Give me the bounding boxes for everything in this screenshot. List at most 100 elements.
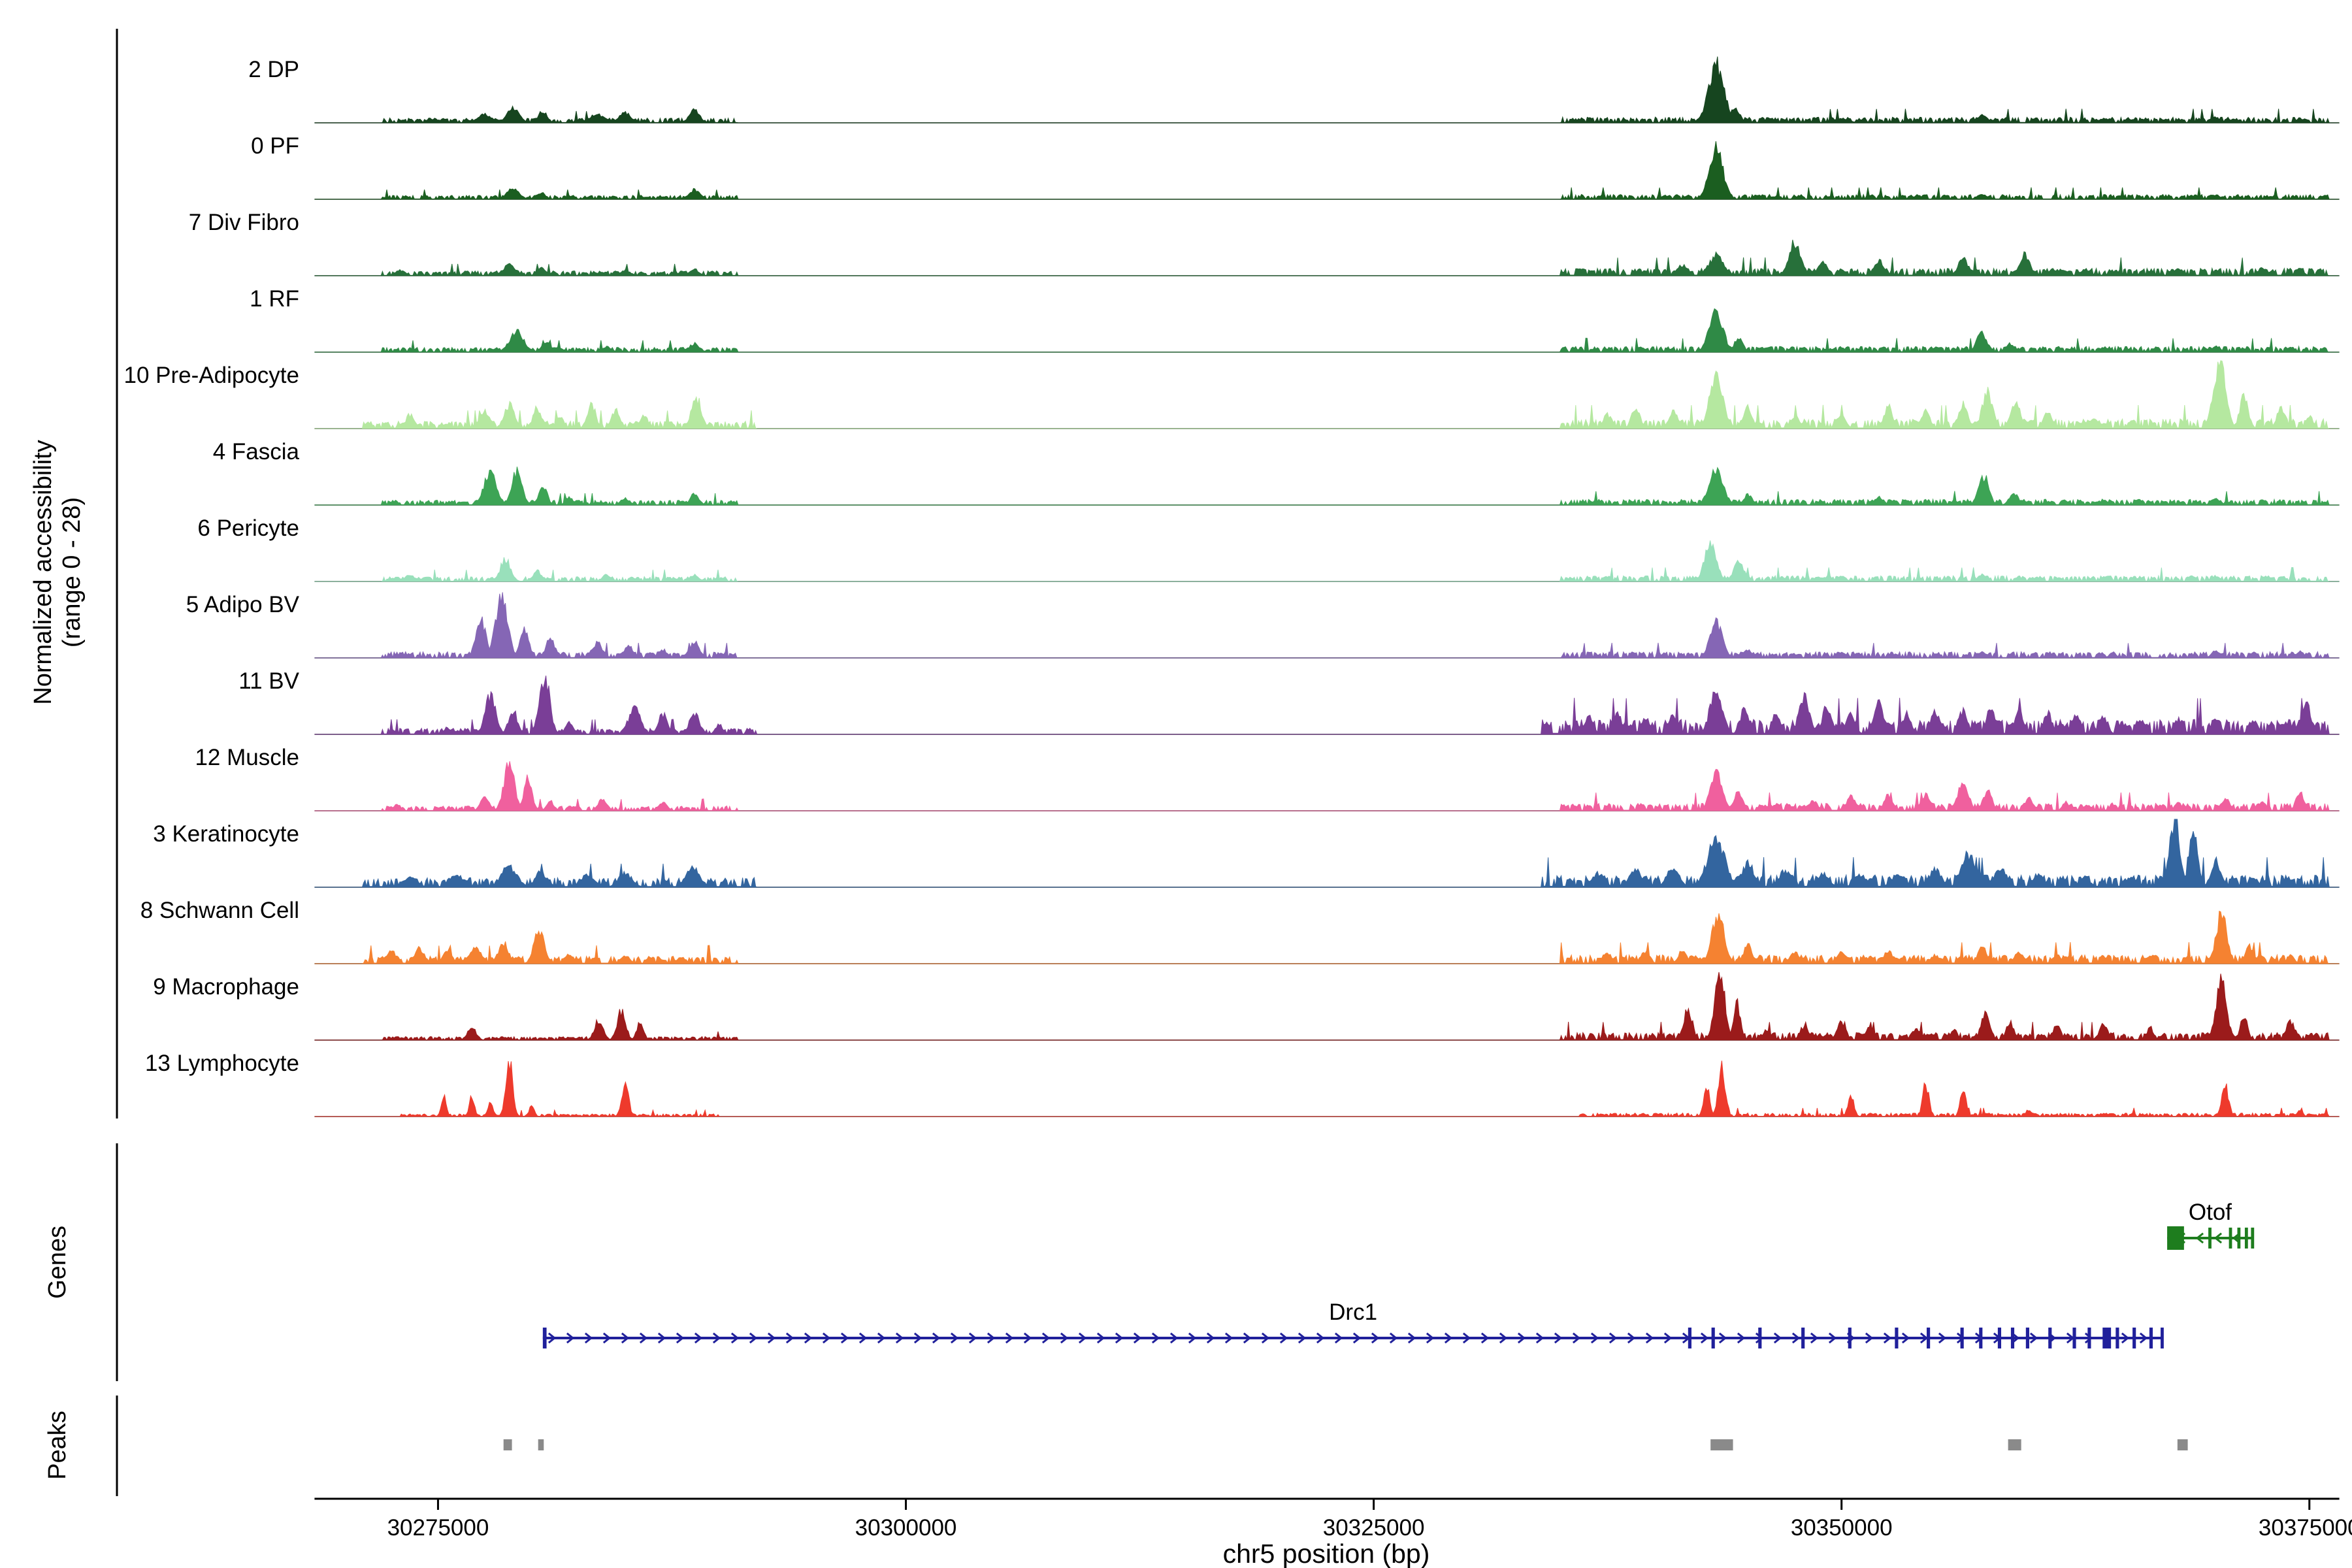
gene-strand-arrow-icon	[1755, 1332, 1764, 1344]
track-signal-11-bv	[314, 676, 2340, 736]
track-label: 7 Div Fibro	[189, 210, 299, 235]
gene-exon	[2229, 1228, 2232, 1249]
peak-region	[1710, 1439, 1733, 1450]
x-axis-title: chr5 position (bp)	[1222, 1539, 1430, 1568]
gene-strand-arrow-icon	[785, 1332, 794, 1344]
gene-strand-arrow-icon	[2084, 1332, 2093, 1344]
track-signal-1-rf	[314, 308, 2340, 353]
x-axis-tick-label: 30375000	[2259, 1515, 2352, 1541]
gene-strand-arrow-icon	[1041, 1332, 1051, 1344]
gene-exon	[2010, 1328, 2015, 1348]
gene-strand-arrow-icon	[602, 1332, 612, 1344]
gene-exon	[2072, 1328, 2076, 1348]
track-signal-13-lymphocyte	[314, 1060, 2340, 1118]
gene-exon	[1758, 1328, 1762, 1348]
gene-strand-arrow-icon	[2213, 1232, 2223, 1244]
track-label: 4 Fascia	[213, 439, 300, 465]
gene-exon	[1801, 1328, 1805, 1348]
track-signal-12-muscle	[314, 761, 2340, 812]
gene-exon	[2115, 1328, 2119, 1348]
gene-strand-arrow-icon	[1938, 1332, 1947, 1344]
gene-strand-arrow-icon	[1188, 1332, 1197, 1344]
gene-strand-arrow-icon	[1298, 1332, 1307, 1344]
gene-strand-arrow-icon	[1663, 1332, 1673, 1344]
gene-strand-arrow-icon	[1334, 1332, 1343, 1344]
gene-strand-arrow-icon	[1609, 1332, 1618, 1344]
gene-exon	[1927, 1328, 1931, 1348]
gene-strand-arrow-icon	[1023, 1332, 1032, 1344]
gene-strand-arrow-icon	[1590, 1332, 1599, 1344]
gene-strand-arrow-icon	[1133, 1332, 1142, 1344]
gene-strand-arrow-icon	[1865, 1332, 1874, 1344]
gene-strand-arrow-icon	[1389, 1332, 1398, 1344]
gene-strand-arrow-icon	[1078, 1332, 1087, 1344]
gene-strand-arrow-icon	[895, 1332, 904, 1344]
gene-strand-arrow-icon	[1810, 1332, 1819, 1344]
gene-strand-arrow-icon	[1371, 1332, 1380, 1344]
gene-exon	[1979, 1328, 1983, 1348]
track-label: 8 Schwann Cell	[140, 898, 299, 923]
track-signal-5-adipo-bv	[314, 592, 2340, 659]
x-axis-tick-label: 30275000	[387, 1515, 489, 1541]
gene-exon	[2251, 1228, 2255, 1249]
gene-exon	[2087, 1328, 2091, 1348]
gene-strand-arrow-icon	[749, 1332, 758, 1344]
track-signal-4-fascia	[314, 466, 2340, 506]
gene-exon	[1848, 1328, 1852, 1348]
peaks-section-label: Peaks	[44, 1411, 72, 1480]
gene-strand-arrow-icon	[1279, 1332, 1288, 1344]
gene-exon	[1997, 1328, 2002, 1348]
gene-strand-arrow-icon	[712, 1332, 721, 1344]
gene-strand-arrow-icon	[1224, 1332, 1233, 1344]
y-axis-label: Normalized accessibility (range 0 - 28)	[30, 76, 88, 1069]
gene-strand-arrow-icon	[950, 1332, 959, 1344]
gene-strand-arrow-icon	[877, 1332, 886, 1344]
gene-strand-arrow-icon	[1517, 1332, 1526, 1344]
gene-strand-arrow-icon	[1645, 1332, 1654, 1344]
track-label: 0 PF	[251, 133, 299, 159]
gene-strand-arrow-icon	[2121, 1332, 2130, 1344]
peak-region	[538, 1439, 544, 1450]
track-label: 11 BV	[238, 668, 299, 694]
gene-strand-arrow-icon	[767, 1332, 776, 1344]
track-signal-2-dp	[314, 56, 2340, 124]
peak-region	[2177, 1439, 2188, 1450]
track-label: 3 Keratinocyte	[153, 821, 299, 847]
track-label: 5 Adipo BV	[186, 592, 300, 617]
gene-strand-arrow-icon	[1005, 1332, 1014, 1344]
track-label: 13 Lymphocyte	[145, 1051, 299, 1076]
gene-strand-arrow-icon	[1700, 1332, 1709, 1344]
gene-strand-arrow-icon	[657, 1332, 666, 1344]
gene-strand-arrow-icon	[858, 1332, 868, 1344]
gene-strand-arrow-icon	[804, 1332, 813, 1344]
gene-strand-arrow-icon	[1627, 1332, 1636, 1344]
gene-strand-arrow-icon	[1554, 1332, 1563, 1344]
y-axis-label-line2: (range 0 - 28)	[59, 497, 86, 648]
gene-strand-arrow-icon	[1901, 1332, 1910, 1344]
track-signal-3-keratinocyte	[314, 819, 2340, 888]
gene-exon	[2161, 1328, 2164, 1348]
gene-label-otof: Otof	[2189, 1200, 2232, 1225]
gene-strand-arrow-icon	[1828, 1332, 1837, 1344]
gene-strand-arrow-icon	[1316, 1332, 1325, 1344]
gene-strand-arrow-icon	[2139, 1332, 2148, 1344]
track-label: 9 Macrophage	[153, 974, 299, 1000]
track-signal-7-div-fibro	[314, 239, 2340, 276]
gene-strand-arrow-icon	[1206, 1332, 1215, 1344]
gene-exon	[2132, 1328, 2136, 1348]
track-label: 1 RF	[250, 286, 299, 312]
gene-strand-arrow-icon	[547, 1332, 557, 1344]
gene-strand-arrow-icon	[1462, 1332, 1471, 1344]
gene-label-drc1: Drc1	[1329, 1299, 1377, 1325]
x-axis-tick-label: 30350000	[1791, 1515, 1893, 1541]
gene-exon	[2149, 1328, 2153, 1348]
gene-strand-arrow-icon	[694, 1332, 703, 1344]
gene-strand-arrow-icon	[1572, 1332, 1581, 1344]
track-label: 10 Pre-Adipocyte	[124, 363, 299, 388]
x-axis-tick-label: 30325000	[1323, 1515, 1425, 1541]
gene-strand-arrow-icon	[1352, 1332, 1362, 1344]
gene-strand-arrow-icon	[987, 1332, 996, 1344]
gene-strand-arrow-icon	[1426, 1332, 1435, 1344]
track-label: 2 DP	[248, 57, 299, 82]
